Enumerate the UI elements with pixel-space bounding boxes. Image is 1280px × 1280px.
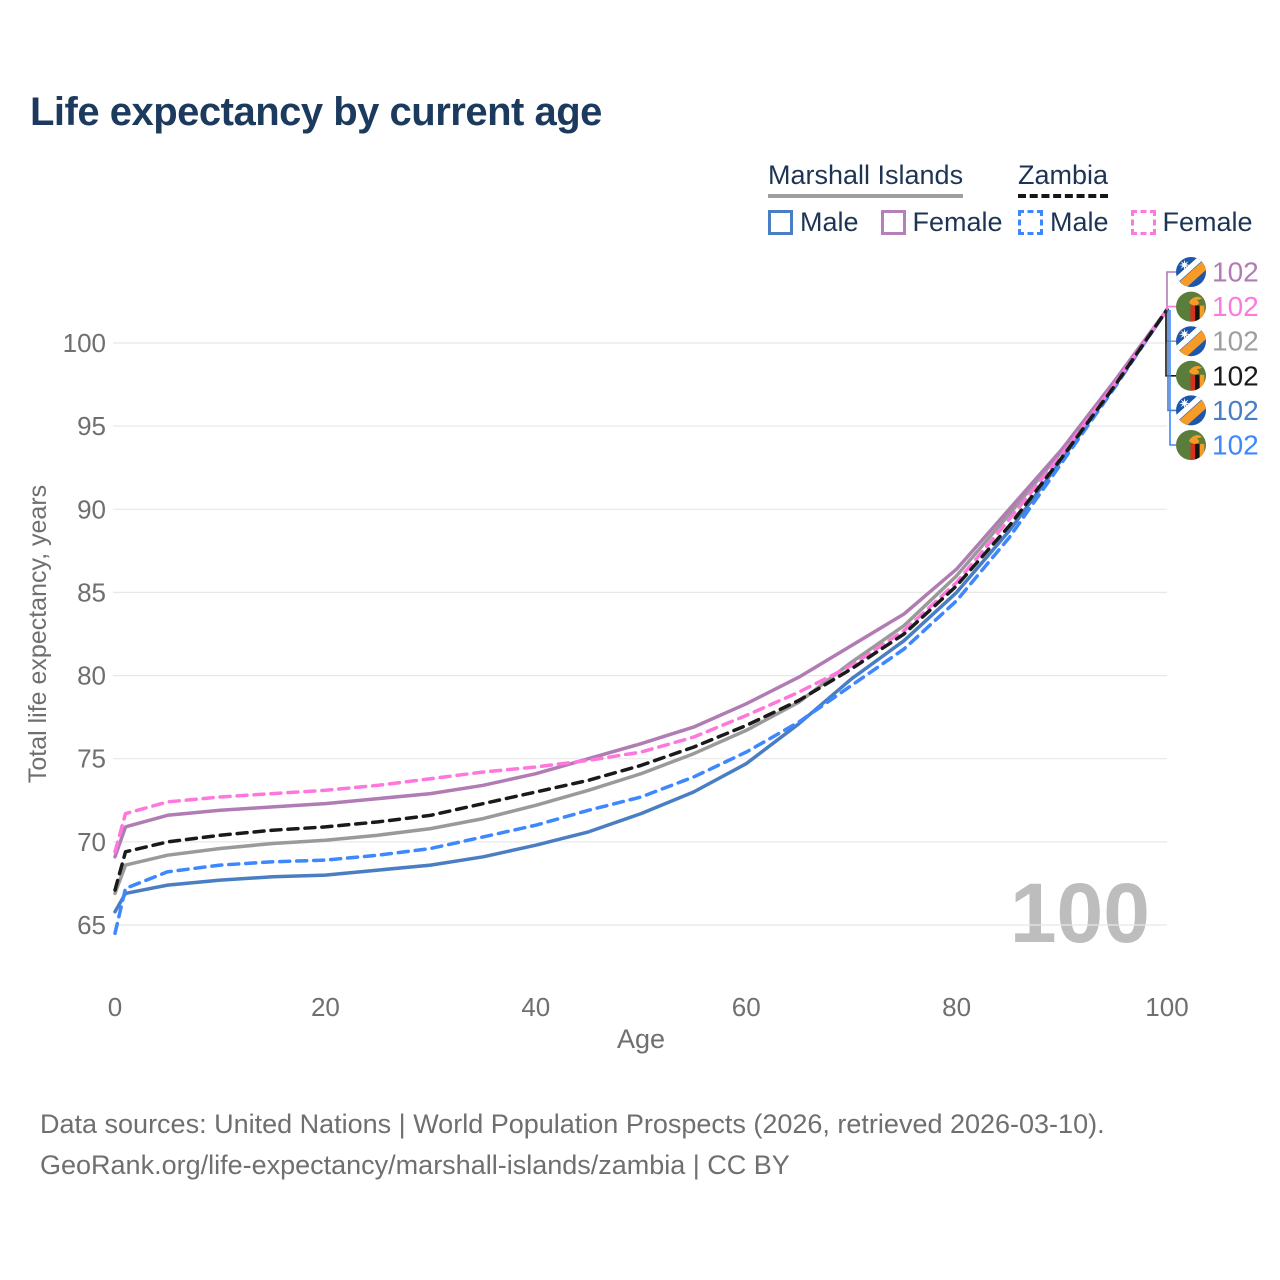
y-tick-label: 80 bbox=[77, 661, 106, 691]
x-tick-label: 0 bbox=[108, 992, 122, 1022]
leader-line bbox=[1165, 310, 1176, 377]
end-value-label: 102 bbox=[1212, 326, 1259, 357]
zambia-flag-icon bbox=[1176, 360, 1206, 391]
marshall-islands-flag-icon bbox=[1169, 251, 1213, 294]
legend-item-label: Male bbox=[1050, 207, 1109, 237]
legend-item-label: Male bbox=[800, 207, 859, 237]
x-tick-label: 60 bbox=[732, 992, 761, 1022]
y-tick-label: 100 bbox=[63, 328, 106, 358]
y-tick-label: 70 bbox=[77, 827, 106, 857]
page-title: Life expectancy by current age bbox=[30, 90, 602, 134]
x-tick-label: 40 bbox=[521, 992, 550, 1022]
legend-item-zambia-female[interactable]: Female bbox=[1130, 207, 1253, 238]
x-tick-label: 20 bbox=[311, 992, 340, 1022]
legend-item-marshall-islands-female[interactable]: Female bbox=[880, 207, 1003, 238]
zambia-female-swatch bbox=[1130, 210, 1156, 235]
marshall-islands-male-swatch bbox=[768, 210, 793, 235]
legend-item-label: Female bbox=[912, 207, 1003, 237]
marshall-islands-female-swatch bbox=[880, 210, 906, 235]
series-marshall-islands-female bbox=[113, 307, 1169, 859]
end-value-label: 102 bbox=[1212, 257, 1259, 288]
zambia-male-swatch bbox=[1018, 210, 1043, 235]
legend-item-label: Female bbox=[1162, 207, 1253, 237]
footer: Data sources: United Nations | World Pop… bbox=[40, 1104, 1105, 1186]
x-tick-label: 80 bbox=[942, 992, 971, 1022]
leader-line bbox=[1166, 305, 1176, 310]
leader-line bbox=[1169, 310, 1176, 446]
y-axis-title: Total life expectancy, years bbox=[24, 485, 52, 783]
legend-group-marshall-islands: Marshall Islands Male Female bbox=[768, 160, 1025, 238]
y-tick-label: 85 bbox=[77, 577, 106, 607]
legend-item-marshall-islands-male[interactable]: Male bbox=[768, 207, 859, 238]
zambia-flag-icon bbox=[1176, 430, 1206, 460]
x-axis-title: Age bbox=[617, 1024, 665, 1054]
y-tick-label: 75 bbox=[77, 744, 106, 774]
legend-group-zambia: Zambia Male Female bbox=[1018, 160, 1275, 238]
end-value-label: 102 bbox=[1212, 291, 1259, 322]
data-sources-line: Data sources: United Nations | World Pop… bbox=[40, 1109, 1105, 1139]
legend-header-zambia: Zambia bbox=[1018, 160, 1109, 198]
series-lines bbox=[113, 307, 1169, 936]
series-zambia-total bbox=[113, 307, 1169, 892]
series-marshall-islands-male bbox=[113, 307, 1169, 914]
y-tick-label: 90 bbox=[77, 494, 106, 524]
current-age-watermark: 100 bbox=[1010, 866, 1150, 960]
y-tick-label: 95 bbox=[77, 411, 106, 441]
gridlines: 65 70 75 80 85 90 95 100 0 20 40 60 80 100 bbox=[63, 328, 1189, 1022]
zambia-flag-icon bbox=[1176, 291, 1206, 322]
legend-item-zambia-male[interactable]: Male bbox=[1018, 207, 1109, 238]
series-zambia-female bbox=[113, 307, 1169, 854]
end-value-label: 102 bbox=[1212, 430, 1259, 461]
marshall-islands-flag-icon bbox=[1169, 320, 1213, 363]
leader-line bbox=[1167, 310, 1176, 412]
end-value-label: 102 bbox=[1212, 395, 1259, 426]
y-tick-label: 65 bbox=[77, 910, 106, 940]
marshall-islands-flag-icon bbox=[1169, 390, 1213, 432]
leader-line bbox=[1166, 271, 1176, 310]
x-tick-label: 100 bbox=[1145, 992, 1188, 1022]
legend-header-marshall-islands: Marshall Islands bbox=[768, 160, 964, 198]
attribution-line: GeoRank.org/life-expectancy/marshall-isl… bbox=[40, 1150, 790, 1180]
series-zambia-male bbox=[113, 307, 1169, 936]
series-marshall-islands-total bbox=[113, 307, 1169, 896]
end-value-label: 102 bbox=[1212, 360, 1259, 391]
